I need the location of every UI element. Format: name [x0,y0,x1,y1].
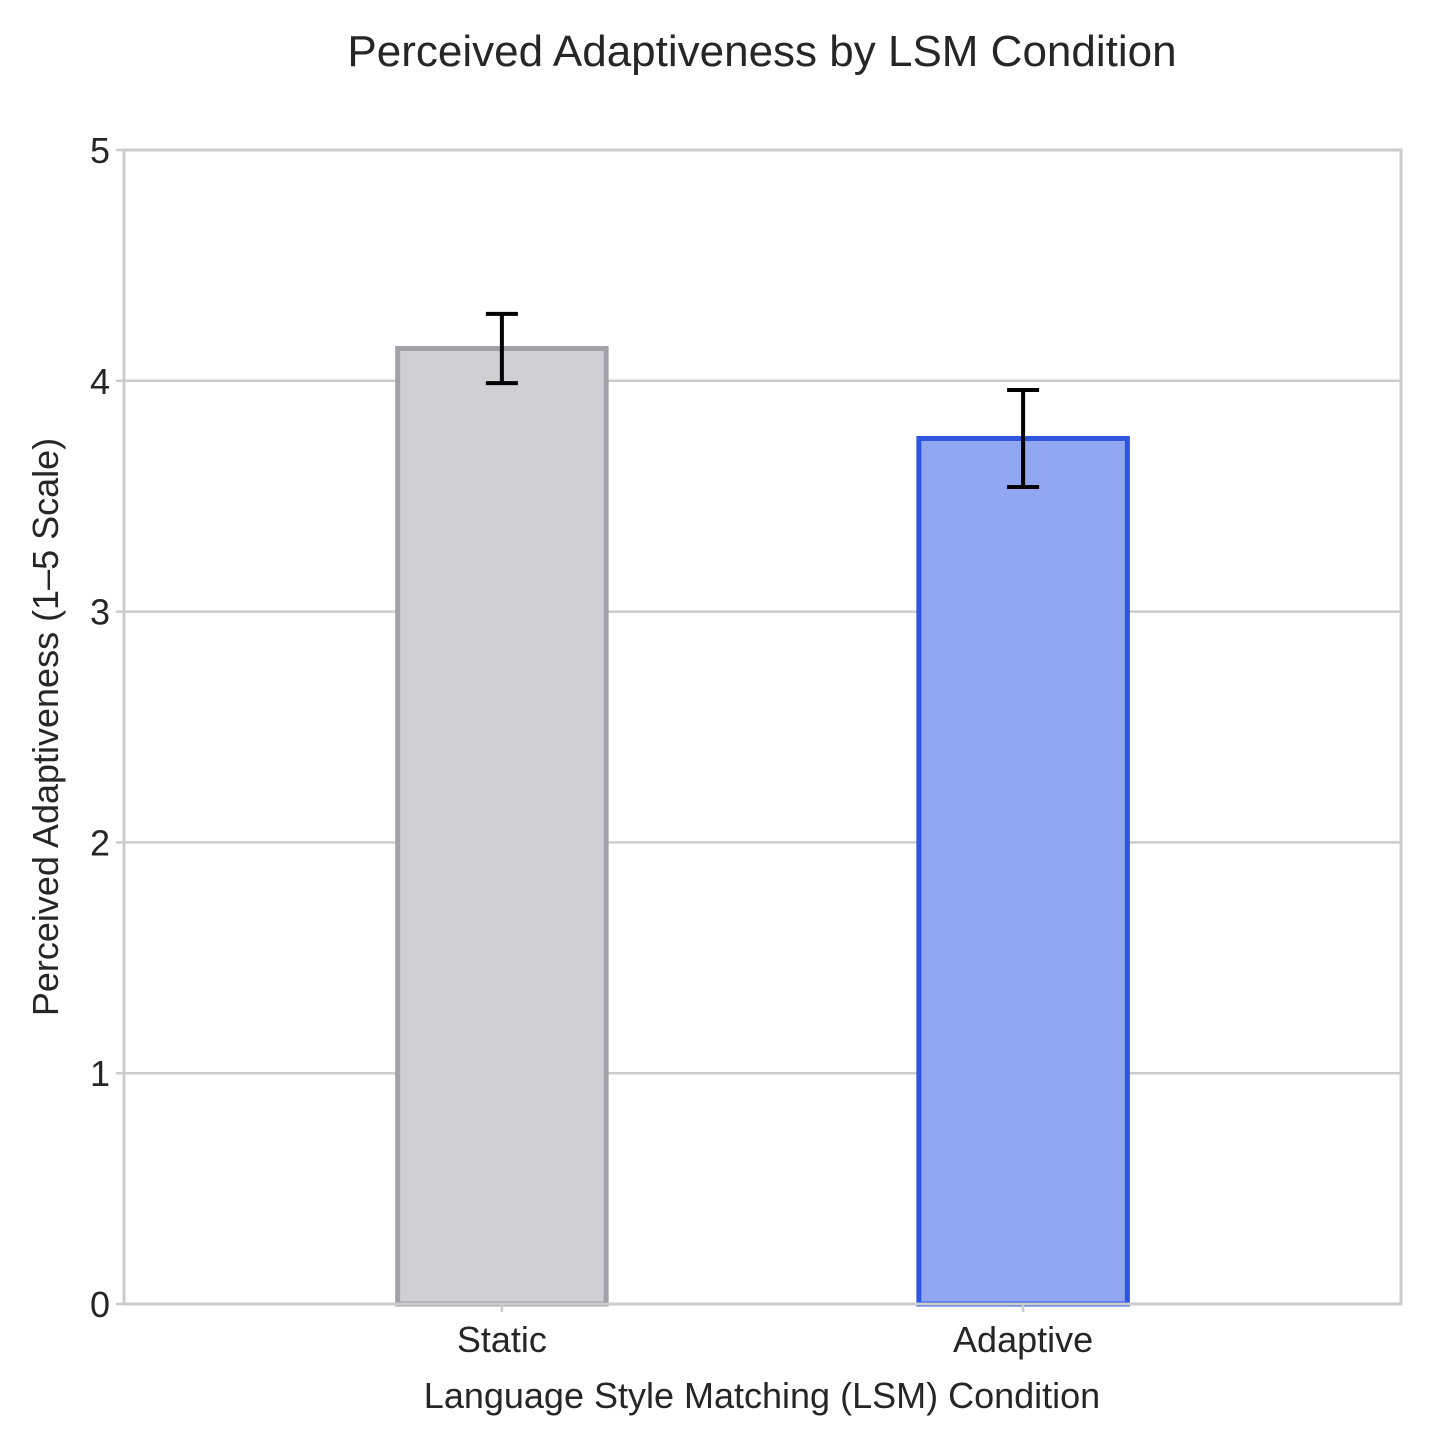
bar-adaptive [916,436,1130,1307]
y-axis-ticks: 0 1 2 3 4 5 [90,130,124,1325]
chart-title: Perceived Adaptiveness by LSM Condition [347,27,1176,76]
y-axis-label: Perceived Adaptiveness (1–5 Scale) [25,438,66,1016]
y-tick-label: 3 [90,592,110,633]
x-axis-label: Language Style Matching (LSM) Condition [424,1375,1100,1416]
y-tick-label: 5 [90,130,110,171]
x-axis-ticks: Static Adaptive [457,1304,1093,1360]
plot-frame [122,148,1403,1306]
x-tick-label-static: Static [457,1319,547,1360]
y-tick-label: 1 [90,1053,110,1094]
error-bars [485,311,1040,489]
y-tick-label: 2 [90,822,110,863]
grid [124,379,1401,1075]
y-tick-label: 0 [90,1284,110,1325]
bars [395,345,1130,1307]
x-tick-label-adaptive: Adaptive [953,1319,1093,1360]
bar-static [395,345,609,1307]
y-tick-label: 4 [90,361,110,402]
